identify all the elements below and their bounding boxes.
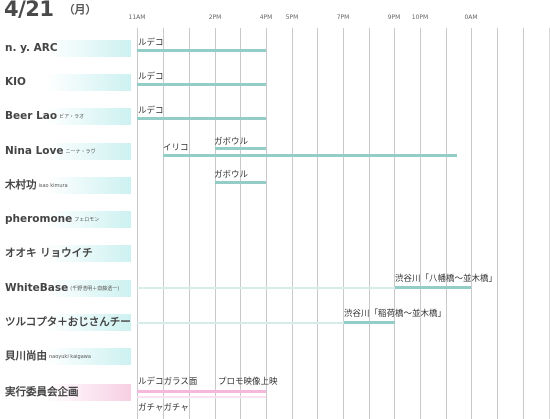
- grid-line: [137, 28, 138, 419]
- schedule-bar-pink[interactable]: [137, 390, 266, 393]
- row-label-tsurukopta[interactable]: ツルコプタ＋おじさんチーム: [0, 314, 131, 331]
- row-name: 貝川尚由: [5, 350, 47, 362]
- row-subname: naoyuki kaigawa: [49, 354, 91, 360]
- schedule-bar[interactable]: [137, 117, 266, 120]
- date-header: 4/21 （月）: [4, 0, 97, 27]
- event-label: ガチャガチャ: [138, 403, 189, 413]
- row-subname: (千野浩明＋齋藤透一): [70, 286, 120, 292]
- event-label: 渋谷川「稲荷橋～並木橋」: [344, 309, 447, 319]
- grid-line: [497, 28, 498, 419]
- event-label: ルデコ: [138, 106, 164, 116]
- time-label-2pm: 2PM: [208, 14, 222, 21]
- schedule-bar[interactable]: [215, 147, 266, 150]
- row-label-ny-arc[interactable]: n. y. ARC: [0, 40, 131, 57]
- event-label: イリコ: [163, 143, 189, 153]
- row-name: pheromone: [5, 213, 73, 225]
- grid-line: [446, 28, 447, 419]
- grid-line: [189, 28, 190, 419]
- row-subname: isao kimura: [38, 183, 68, 189]
- row-label-kimura[interactable]: 木村功 isao kimura: [0, 177, 131, 194]
- row-name: Beer Lao: [5, 110, 58, 122]
- grid-line: [420, 28, 421, 419]
- grid-line: [369, 28, 370, 419]
- row-label-beer-lao[interactable]: Beer Lao ビア・ラオ: [0, 108, 131, 125]
- time-label-10pm: 10PM: [411, 14, 429, 21]
- row-name: WhiteBase: [5, 282, 69, 294]
- event-label: プロモ映像上映: [218, 377, 278, 387]
- row-name: n. y. ARC: [5, 42, 58, 54]
- time-label-5pm: 5PM: [285, 14, 299, 21]
- grid-line: [317, 28, 318, 419]
- event-label: ガボウル: [214, 137, 249, 147]
- grid-line: [523, 28, 524, 419]
- schedule-bar-faint: [137, 287, 395, 289]
- grid-line: [266, 28, 267, 419]
- event-label: ルデコ: [138, 38, 164, 48]
- schedule-bar[interactable]: [215, 181, 266, 184]
- grid-line: [343, 28, 344, 419]
- row-label-kio[interactable]: KIO: [0, 74, 131, 91]
- row-label-kaigawa[interactable]: 貝川尚由 naoyuki kaigawa: [0, 348, 131, 365]
- time-label-9pm: 9PM: [387, 14, 401, 21]
- weekday-text: （月）: [63, 3, 97, 16]
- row-name: オオキ リョウイチ: [5, 247, 93, 259]
- schedule-bar[interactable]: [137, 83, 266, 86]
- row-label-whitebase[interactable]: WhiteBase (千野浩明＋齋藤透一): [0, 280, 131, 297]
- schedule-bar[interactable]: [344, 321, 395, 324]
- grid-line: [394, 28, 395, 419]
- row-subname: フェロモン: [74, 217, 100, 223]
- row-name: 木村功: [5, 179, 37, 191]
- row-name: 実行委員会企画: [5, 386, 79, 398]
- row-name: KIO: [5, 76, 26, 88]
- row-subname: ニーナ・ラヴ: [65, 149, 96, 155]
- grid-line: [163, 28, 164, 419]
- row-name: ツルコプタ＋おじさんチーム: [5, 316, 131, 328]
- event-label: ルデコガラス面: [138, 377, 198, 387]
- row-name: Nina Love: [5, 145, 64, 157]
- row-label-nina-love[interactable]: Nina Love ニーナ・ラヴ: [0, 143, 131, 160]
- time-label-0am: 0AM: [464, 14, 478, 21]
- schedule-bar[interactable]: [395, 286, 471, 289]
- grid-line: [240, 28, 241, 419]
- grid-line: [292, 28, 293, 419]
- schedule-bar-faint: [137, 322, 344, 324]
- time-label-4pm: 4PM: [259, 14, 273, 21]
- event-label: ガボウル: [214, 170, 249, 180]
- schedule-bar-pink-faint[interactable]: [137, 396, 266, 398]
- grid-line: [471, 28, 472, 419]
- event-label: 渋谷川「八幡橋～並木橋」: [395, 274, 498, 284]
- time-label-7pm: 7PM: [336, 14, 350, 21]
- event-label: ルデコ: [138, 72, 164, 82]
- row-subname: ビア・ラオ: [59, 114, 85, 120]
- row-label-ooki[interactable]: オオキ リョウイチ: [0, 245, 131, 262]
- time-label-11am: 11AM: [128, 14, 146, 21]
- schedule-bar[interactable]: [137, 49, 266, 52]
- date-text: 4/21: [4, 0, 54, 21]
- grid-line: [215, 28, 216, 419]
- row-label-pheromone[interactable]: pheromone フェロモン: [0, 211, 131, 228]
- schedule-bar[interactable]: [163, 154, 457, 157]
- row-label-kikaku[interactable]: 実行委員会企画: [0, 384, 131, 401]
